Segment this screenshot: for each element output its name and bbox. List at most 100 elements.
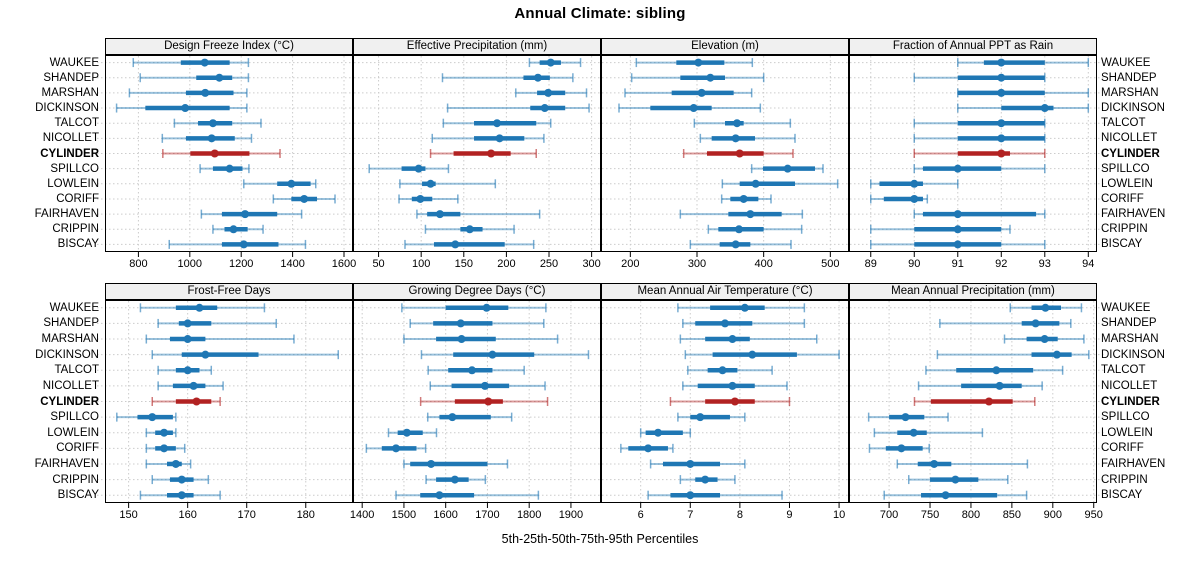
x-tick-label: 180: [296, 509, 315, 521]
percentile-row-lowlein: [639, 428, 692, 438]
median-dot: [482, 303, 491, 312]
site-label-biscay-top-right: BISCAY: [1101, 238, 1143, 251]
percentile-row-biscay: [689, 239, 792, 249]
percentile-row-marshan: [403, 334, 559, 344]
percentile-row-waukee: [139, 303, 266, 313]
site-label-lowlein-top-right: LOWLEIN: [1101, 177, 1153, 190]
percentile-row-fairhaven: [679, 209, 804, 219]
x-tick-label: 200: [621, 258, 640, 270]
percentile-row-cylinder: [913, 149, 1046, 158]
median-dot: [208, 119, 217, 128]
percentile-row-talcot: [687, 365, 773, 375]
percentile-row-spillco: [368, 164, 450, 174]
median-dot: [689, 104, 698, 113]
x-tick-label: 700: [879, 509, 899, 521]
median-dot: [183, 335, 192, 344]
panel-header-growing-degree-days-c: Growing Degree Days (°C): [353, 283, 601, 300]
x-tick-label: 90: [908, 258, 921, 270]
percentile-row-fairhaven: [416, 209, 541, 219]
site-label-cylinder-top-right: CYLINDER: [1101, 147, 1160, 160]
percentile-row-talcot: [925, 365, 1064, 375]
site-label-dickinson-bottom-left: DICKINSON: [35, 348, 99, 361]
x-tick-label: 200: [497, 258, 516, 270]
site-label-biscay-bottom-right: BISCAY: [1101, 489, 1143, 502]
median-dot: [225, 164, 234, 173]
x-tick-label: 92: [995, 258, 1008, 270]
percentile-row-spillco: [750, 164, 824, 174]
median-dot: [730, 397, 739, 406]
percentile-row-waukee: [401, 303, 547, 313]
median-dot: [721, 319, 729, 328]
percentile-row-coriff: [868, 443, 930, 453]
percentile-row-talcot: [693, 118, 792, 128]
x-tick-label: 1000: [177, 258, 203, 270]
percentile-row-crippin: [907, 475, 1009, 485]
percentile-row-lowlein: [870, 179, 959, 189]
percentile-row-cylinder: [419, 397, 549, 406]
median-dot: [644, 444, 653, 453]
percentile-row-dickinson: [936, 350, 1090, 360]
site-label-lowlein-top-left: LOWLEIN: [47, 177, 99, 190]
panel-header-elevation-m: Elevation (m): [601, 38, 849, 55]
median-dot: [177, 475, 186, 484]
median-dot: [995, 381, 1004, 390]
percentile-row-nicollet: [917, 381, 1043, 391]
site-label-nicollet-top-right: NICOLLET: [1101, 132, 1158, 145]
median-dot: [686, 491, 695, 500]
percentile-row-crippin: [151, 475, 210, 485]
panel-header-frost-free-days: Frost-Free Days: [105, 283, 353, 300]
median-dot: [160, 428, 169, 437]
median-dot: [495, 134, 504, 143]
median-dot: [450, 475, 459, 484]
median-dot: [718, 366, 727, 375]
panel-header-design-freeze-index-c: Design Freeze Index (°C): [105, 38, 353, 55]
gridlines: [97, 301, 352, 502]
percentile-row-coriff: [272, 194, 336, 204]
percentile-row-lowlein: [145, 428, 177, 438]
site-label-crippin-bottom-right: CRIPPIN: [1101, 473, 1148, 486]
percentile-row-coriff: [870, 194, 929, 204]
median-dot: [448, 413, 457, 422]
x-tick-label: 10: [832, 509, 846, 521]
panel-plot-effective-precipitation-mm: [353, 55, 601, 257]
median-dot: [392, 444, 401, 453]
percentile-row-shandep: [682, 318, 806, 328]
percentile-row-spillco: [677, 412, 746, 422]
median-dot: [239, 240, 248, 249]
x-tick-label: 300: [582, 258, 601, 270]
median-dot: [909, 428, 918, 437]
percentile-row-fairhaven: [649, 459, 746, 469]
median-dot: [416, 194, 425, 203]
site-label-waukee-top-left: WAUKEE: [49, 56, 99, 69]
median-dot: [997, 119, 1006, 128]
site-label-cylinder-bottom-left: CYLINDER: [40, 395, 99, 408]
percentile-row-waukee: [957, 58, 1090, 68]
panel-plot-mean-annual-precipitation-mm: [849, 300, 1105, 508]
percentile-row-fairhaven: [145, 459, 192, 469]
panel-plot-elevation-m: [601, 55, 849, 257]
site-label-spillco-top-left: SPILLCO: [50, 162, 99, 175]
median-dot: [426, 179, 435, 188]
site-label-marshan-bottom-right: MARSHAN: [1101, 333, 1159, 346]
x-tick-label: 8: [736, 509, 743, 521]
x-tick-label: 93: [1038, 258, 1051, 270]
median-dot: [997, 73, 1006, 82]
percentile-row-dickinson: [446, 103, 590, 113]
site-label-waukee-bottom-left: WAUKEE: [49, 301, 99, 314]
percentile-row-lowlein: [721, 179, 839, 189]
site-label-crippin-top-left: CRIPPIN: [52, 223, 99, 236]
x-tick-label: 1600: [433, 509, 458, 521]
percentile-row-cylinder: [429, 149, 537, 158]
median-dot: [200, 58, 209, 67]
percentile-row-waukee: [132, 58, 250, 68]
site-label-crippin-top-right: CRIPPIN: [1101, 223, 1148, 236]
percentile-row-crippin: [424, 224, 515, 234]
x-tick-label: 150: [454, 258, 473, 270]
median-dot: [951, 475, 960, 484]
site-label-coriff-top-left: CORIFF: [56, 192, 99, 205]
site-label-shandep-top-right: SHANDEP: [1101, 71, 1157, 84]
median-dot: [402, 428, 411, 437]
x-tick-label: 1400: [280, 258, 305, 270]
median-dot: [300, 194, 309, 203]
percentile-row-lowlein: [399, 179, 497, 189]
